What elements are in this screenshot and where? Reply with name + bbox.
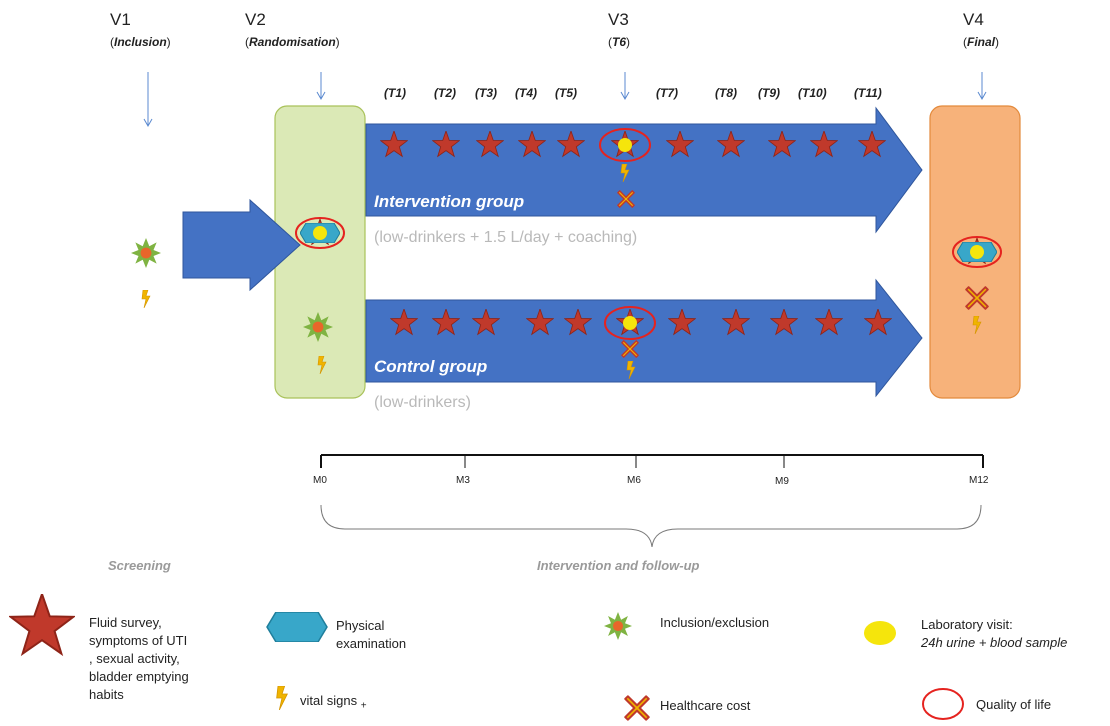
time-point-label: (T3) [475, 86, 497, 100]
burst-icon [604, 612, 632, 640]
star-icon [9, 594, 75, 655]
red-circle-icon [952, 236, 1002, 268]
control-group-description: (low-drinkers) [374, 394, 471, 411]
red-circle-icon [599, 128, 651, 162]
red-circle-icon [922, 688, 964, 720]
hexagon-icon [266, 612, 328, 642]
phase-screening: Screening [108, 558, 171, 573]
yellow-dot-icon [864, 621, 896, 645]
visit-code-v4: V4 [963, 10, 984, 29]
bolt-icon [141, 290, 151, 308]
timeline-tick-label: M12 [969, 475, 989, 486]
timeline-tick-label: M3 [456, 475, 470, 486]
visit-label-v4: (Final) [963, 35, 1000, 49]
time-point-label: (T4) [515, 86, 537, 100]
legend-star-text: Fluid survey, symptoms of UTI , sexual a… [89, 615, 189, 702]
legend-burst-text: Inclusion/exclusion [660, 615, 770, 630]
time-point-label: (T2) [434, 86, 456, 100]
legend-circle-text: Quality of life [976, 697, 1052, 712]
visit-pointers [143, 72, 987, 128]
timeline-axis [320, 454, 984, 468]
visit-code-v3: V3 [608, 10, 629, 29]
burst-icon [131, 238, 161, 268]
red-circle-icon [604, 306, 656, 340]
red-circle-icon [295, 217, 345, 249]
time-point-label: (T9) [758, 86, 780, 100]
visit-label-v1: (Inclusion) [110, 35, 171, 49]
legend-hexagon-text: Physical examination [336, 618, 407, 651]
visit-label-v2: (Randomisation) [245, 35, 340, 49]
yellow-dot-icon [313, 226, 327, 240]
time-point-label: (T11) [854, 86, 882, 100]
control-group-name: Control group [374, 357, 488, 376]
yellow-dot-icon [970, 245, 984, 259]
follow-up-brace [320, 504, 982, 548]
visit-label-v3: (T6) [608, 35, 631, 49]
time-point-label: (T5) [555, 86, 577, 100]
visit-code-v1: V1 [110, 10, 131, 29]
yellow-dot-icon [623, 316, 637, 330]
bolt-icon [276, 686, 288, 710]
timeline-tick-label: M0 [313, 475, 327, 486]
control-arrow [365, 278, 923, 398]
visit-code-v2: V2 [245, 10, 266, 29]
timeline-tick-label: M6 [627, 475, 641, 486]
burst-icon [303, 312, 333, 342]
intervention-group-description: (low-drinkers + 1.5 L/day + coaching) [374, 229, 638, 246]
time-point-label: (T10) [798, 86, 827, 100]
timeline-tick-label: M9 [775, 476, 789, 487]
time-point-label: (T8) [715, 86, 737, 100]
legend-cross-text: Healthcare cost [660, 698, 751, 713]
phase-intervention: Intervention and follow-up [537, 558, 700, 573]
time-point-label: (T7) [656, 86, 678, 100]
legend-bolt-text: vital signs + [300, 693, 367, 712]
time-point-label: (T1) [384, 86, 406, 100]
intervention-arrow [365, 106, 923, 234]
cross-icon [624, 695, 650, 721]
yellow-dot-icon [618, 138, 632, 152]
legend-yellow-dot-text: Laboratory visit: 24h urine + blood samp… [921, 617, 1068, 650]
screening-arrow [182, 198, 301, 292]
intervention-group-name: Intervention group [374, 192, 525, 211]
